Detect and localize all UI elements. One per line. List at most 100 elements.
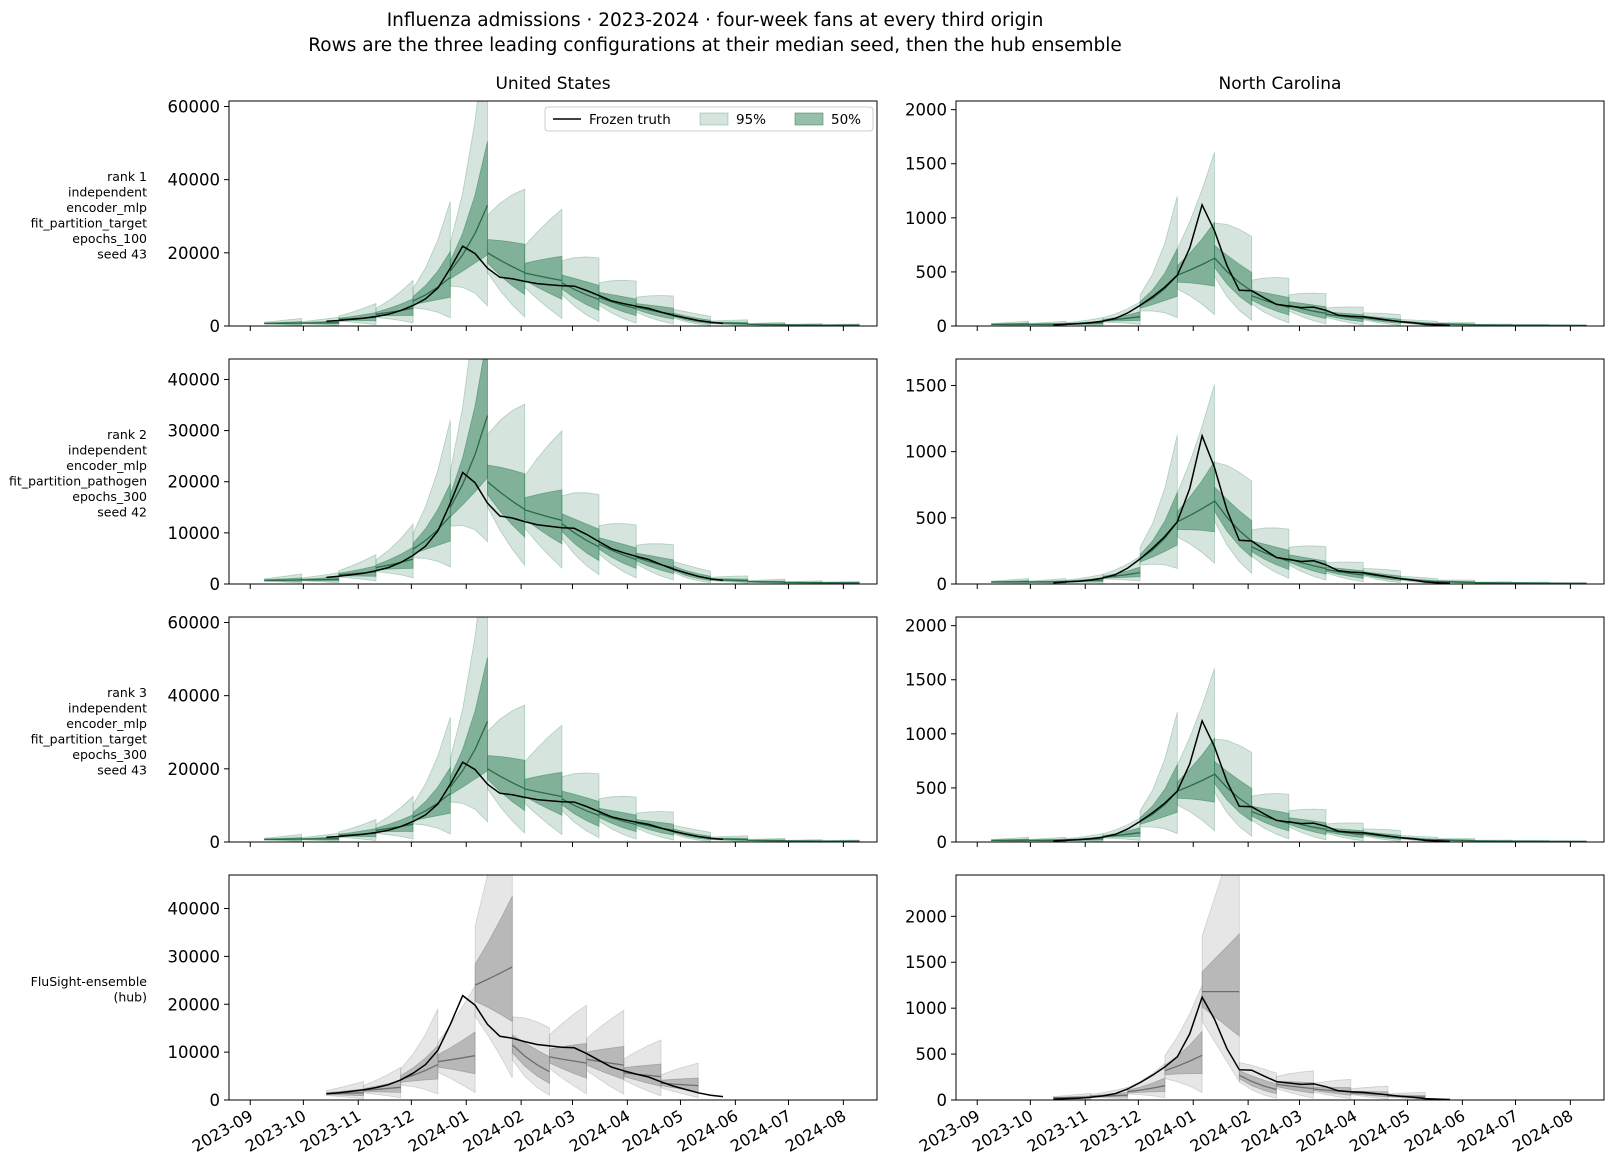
fan-median-line [487,481,526,510]
x-tick-label: 2024-01 [405,1106,472,1156]
figure-title: Influenza admissions · 2023-2024 · four-… [386,10,1044,31]
x-tick-label: 2023-12 [350,1106,417,1156]
y-tick-label: 1000 [905,725,947,744]
y-tick-label: 40000 [168,370,221,389]
fan-50-band [511,1034,550,1085]
truth-line [1053,718,1451,842]
panel-r2-us: 0 10000 20000 30000 40000 [168,358,878,594]
x-tick-label: 2024-07 [1454,1106,1521,1156]
y-tick-label: 0 [210,833,221,852]
fan-median-line [449,205,489,272]
truth-line [326,761,724,841]
fan-95-band [623,1039,662,1097]
panel-frame [955,874,1605,1101]
plot-area [264,101,860,326]
x-tick-label: 2024-07 [727,1106,794,1156]
x-tick-label: 2024-05 [619,1106,686,1156]
fan-median-line [487,768,525,790]
row-label-line: rank 1 [107,169,147,184]
fan-median-line [1276,1083,1314,1090]
truth-line [1053,995,1451,1100]
plot-area [1053,875,1451,1100]
panel-r3-nc: 0 500 1000 1500 2000 [905,616,1605,852]
y-tick-label: 60000 [168,97,221,116]
fan-50-band [549,1042,587,1079]
fan-50-band [400,1044,439,1083]
fan-median-line [598,543,637,561]
row-label-line: epochs_300 [72,489,147,504]
fan-median-line [1177,257,1215,276]
fan-95-band [1127,1062,1166,1099]
fan-50-band [1201,932,1240,1037]
y-tick-label: 2000 [905,617,947,636]
fan-50-band [1176,221,1215,287]
fan-50-band [1238,1070,1277,1095]
fan-median-line [1325,829,1364,836]
row-label-line: seed 42 [97,504,147,519]
fan-95-band [1201,875,1240,1084]
fan-median-line [524,272,563,282]
row-label: rank 1independentencoder_mlpfit_partitio… [31,169,147,262]
fan-median-line [437,1055,476,1063]
panel-frame [955,616,1605,843]
legend-truth-label: Frozen truth [589,112,671,128]
fan-95-band [511,1016,550,1097]
plot-area [991,384,1587,584]
y-tick-label: 1500 [905,155,947,174]
fan-median-line [1177,773,1215,792]
x-tick-label: 2024-05 [1346,1106,1413,1156]
x-tick-label: 2023-10 [242,1106,309,1156]
panel-r2-nc: 0 500 1000 1500 [905,358,1605,594]
y-tick-label: 2000 [905,907,947,926]
row-label-line: encoder_mlp [66,200,147,215]
panel-r4-nc: 05001000150020002023-092023-102023-11202… [905,874,1605,1156]
fan-95-band [437,984,476,1094]
y-tick-label: 0 [210,575,221,594]
fan-50-band [437,1031,476,1075]
row-label: FluSight-ensemble(hub) [31,974,148,1005]
y-tick-label: 30000 [168,947,221,966]
y-tick-label: 20000 [168,760,221,779]
fan-median-line [375,307,414,315]
fan-50-band [1176,460,1215,533]
fan-median-line [412,515,451,550]
panel-frame [228,358,878,585]
truth-line [326,471,724,582]
fan-95-band [326,1080,364,1100]
y-tick-label: 0 [937,317,948,336]
y-tick-label: 500 [916,1045,948,1064]
fan-median-line [1437,839,1475,842]
fan-median-line [301,578,339,581]
truth-line [326,245,724,325]
fan-50-band [1164,1030,1203,1076]
legend-95-swatch [699,112,729,126]
panel-frame [955,358,1605,585]
fan-median-line [524,509,563,522]
y-tick-label: 1000 [905,999,947,1018]
y-tick-label: 30000 [168,422,221,441]
legend: Frozen truth 95% 50% [544,106,874,132]
legend-95-label: 95% [736,112,766,128]
fan-median-line [301,321,339,324]
fan-50-band [1127,1077,1166,1094]
x-tick-label: 2023-12 [1077,1106,1144,1156]
fan-median-line [474,966,513,986]
y-tick-label: 1500 [905,376,947,395]
fan-median-line [412,276,451,302]
panel-frame [955,100,1605,327]
fan-median-line [1127,1085,1166,1093]
fan-median-line [549,1056,587,1064]
y-tick-label: 60000 [168,613,221,632]
panel-r1-us: 0 20000 40000 60000 [168,97,878,336]
fan-50-band [487,239,526,296]
fan-50-band [1176,737,1215,803]
y-tick-label: 20000 [168,473,221,492]
fan-median-line [1325,313,1364,320]
figure-subtitle: Rows are the three leading configuration… [308,35,1122,56]
fan-50-band [474,895,513,1023]
row-label-line: seed 43 [97,246,147,261]
y-tick-label: 2000 [905,101,947,120]
y-tick-label: 0 [937,575,948,594]
column-title: United States [495,74,610,94]
